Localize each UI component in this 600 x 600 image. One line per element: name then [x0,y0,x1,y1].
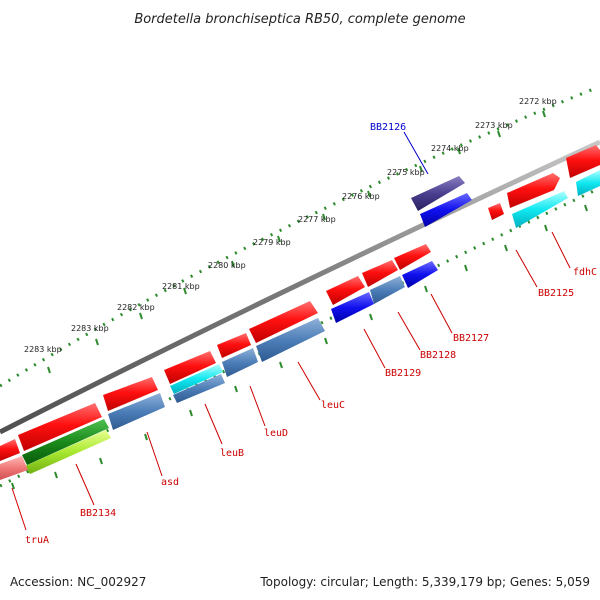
gene-label-leuC: leuC [321,400,345,411]
gene-arrow-leuD [222,348,258,377]
gene-arrow-truA [0,456,28,480]
map-title: Bordetella bronchiseptica RB50, complete… [134,12,465,27]
gene-arrow-leuD-red [217,333,251,358]
gene-arrow-truA-red [0,439,20,461]
gene-arrow-BB2134-red [18,403,102,451]
scale-label-2279: 2279 kbp [253,238,291,247]
gene-arrow-leuB-cyan [170,364,223,394]
scale-label-2281: 2281 kbp [162,282,200,291]
gene-label-BB2126: BB2126 [370,122,406,133]
scale-labels: 2272 kbp 2273 kbp 2274 kbp 2275 kbp 2276… [24,97,557,354]
scale-label-2282: 2282 kbp [117,303,155,312]
gene-arrow-BB2134 [25,430,111,474]
scale-label-2276: 2276 kbp [342,192,380,201]
gene-arrow-BB2126-blue [420,193,472,227]
gene-arrow-BB2129 [326,276,365,305]
gene-label-BB2127: BB2127 [453,333,489,344]
scale-label-2280: 2280 kbp [208,261,246,270]
genome-backbone [0,139,600,435]
accession-text: Accession: NC_002927 [10,575,146,589]
gene-arrow-leuC-red [249,301,318,343]
gene-arrow-cyan-right [576,170,600,196]
gene-label-leuB: leuB [220,448,244,459]
gene-label-asd: asd [161,477,179,488]
gene-label-BB2125: BB2125 [538,288,574,299]
gene-arrow-BB2134-green [22,419,109,465]
inner-tick-marks [11,204,588,490]
scale-label-2274: 2274 kbp [431,144,469,153]
gene-arrow-leuC [256,318,325,362]
gene-arrow-BB2128 [362,260,398,287]
outer-scale-track [0,86,597,388]
gene-arrow-asd-red [103,377,158,411]
gene-arrow-small [488,203,504,220]
gene-label-BB2134: BB2134 [80,508,116,519]
gene-label-BB2129: BB2129 [385,368,421,379]
genome-summary-text: Topology: circular; Length: 5,339,179 bp… [259,575,590,589]
gene-label-truA: truA [25,535,49,546]
scale-label-2275: 2275 kbp [387,168,425,177]
gene-label-BB2128: BB2128 [420,350,456,361]
gene-arrow-cyan-mid [512,191,568,228]
gene-arrow-blue-BB2127 [402,261,438,288]
gene-arrow-blue-BB2129 [331,292,374,323]
gene-arrow-fdhC [566,145,600,178]
scale-label-2272: 2272 kbp [519,97,557,106]
gene-features [0,145,600,480]
leader-lines [11,131,571,531]
gene-arrow-asd [108,393,165,430]
gene-arrow-BB2127 [394,244,431,270]
gene-arrow-steel-BB2128 [370,276,405,304]
gene-label-leuD: leuD [264,428,288,439]
gene-arrow-leuB [173,374,225,403]
scale-label-2283: 2283 kbp [71,324,109,333]
scale-label-2273: 2273 kbp [475,121,513,130]
scale-label-2284: 2283 kbp [24,345,62,354]
gene-labels: BB2126 fdhC BB2125 BB2127 BB2128 BB2129 … [25,122,597,546]
gene-arrow-leuB-red [164,351,216,384]
gene-arrow-BB2125 [507,173,560,208]
outer-tick-marks [47,110,546,374]
gene-arrow-BB2126 [411,176,465,211]
gene-label-fdhC: fdhC [573,267,597,278]
scale-label-2277: 2277 kbp [298,215,336,224]
